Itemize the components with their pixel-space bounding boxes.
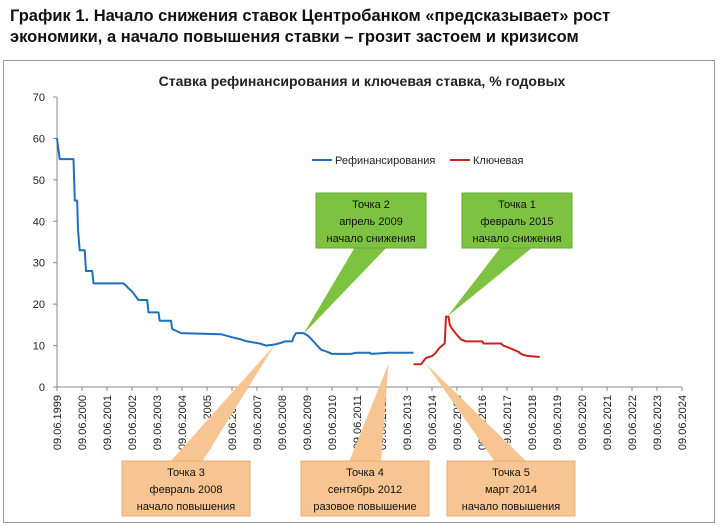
callout-box bbox=[446, 460, 576, 517]
callout-text: март 2014 bbox=[485, 484, 537, 496]
callout-text: сентябрь 2012 bbox=[328, 484, 402, 496]
callout-text: начало снижения bbox=[473, 233, 562, 245]
chart-title: Ставка рефинансирования и ключевая ставк… bbox=[159, 73, 566, 89]
legend-label: Рефинансирования bbox=[335, 155, 435, 167]
callout-point-1: Точка 1 февраль 2015 начало снижения bbox=[447, 192, 573, 317]
callout-text: февраль 2008 bbox=[150, 484, 223, 496]
legend-label: Ключевая bbox=[473, 155, 524, 167]
x-tick-label: 09.06.2009 bbox=[302, 395, 314, 450]
callout-point-2: Точка 2 апрель 2009 начало снижения bbox=[303, 192, 427, 334]
callout-point-5: Точка 5 март 2014 начало повышения bbox=[426, 363, 576, 517]
callout-point-4: Точка 4 сентябрь 2012 разовое повышение bbox=[300, 363, 430, 517]
callout-box bbox=[300, 460, 430, 517]
x-tick-label: 09.06.2008 bbox=[277, 395, 289, 450]
x-tick-label: 09.06.2010 bbox=[327, 395, 339, 450]
x-tick-label: 09.06.2013 bbox=[402, 395, 414, 450]
callout-text: Точка 2 bbox=[352, 199, 390, 211]
callout-pointer bbox=[170, 344, 275, 462]
callout-pointer bbox=[349, 363, 389, 462]
callout-text: начало повышения bbox=[462, 501, 561, 513]
callout-text: Точка 1 bbox=[498, 199, 536, 211]
callout-pointer bbox=[447, 247, 533, 317]
y-tick-label: 30 bbox=[33, 258, 45, 270]
y-tick-label: 0 bbox=[39, 382, 45, 394]
callout-box bbox=[121, 460, 251, 517]
callout-text: Точка 4 bbox=[346, 467, 384, 479]
x-tick-label: 09.06.2003 bbox=[152, 395, 164, 450]
x-tick-label: 09.06.2020 bbox=[577, 395, 589, 450]
y-tick-label: 70 bbox=[33, 92, 45, 104]
callout-pointer bbox=[303, 247, 387, 334]
callout-point-3: Точка 3 февраль 2008 начало повышения bbox=[121, 344, 275, 517]
x-tick-label: 09.06.1999 bbox=[52, 395, 64, 450]
x-tick-label: 09.06.2018 bbox=[527, 395, 539, 450]
x-tick-label: 09.06.2007 bbox=[252, 395, 264, 450]
x-tick-label: 09.06.2022 bbox=[627, 395, 639, 450]
callout-text: разовое повышение bbox=[313, 501, 416, 513]
heading-line-2: экономики, а начало повышения ставки – г… bbox=[10, 28, 579, 46]
callout-text: февраль 2015 bbox=[481, 216, 554, 228]
y-tick-label: 10 bbox=[33, 341, 45, 353]
x-tick-label: 09.06.2017 bbox=[502, 395, 514, 450]
heading-line-1: График 1. Начало снижения ставок Центроб… bbox=[10, 7, 611, 25]
x-tick-label: 09.06.2004 bbox=[177, 395, 189, 450]
y-tick-label: 40 bbox=[33, 216, 45, 228]
x-tick-label: 09.06.2014 bbox=[427, 395, 439, 450]
callout-text: начало снижения bbox=[327, 233, 416, 245]
x-tick-label: 09.06.2021 bbox=[602, 395, 614, 450]
series-line-key-rate bbox=[413, 315, 540, 366]
series-line-refinancing bbox=[56, 138, 414, 355]
x-tick-label: 09.06.2001 bbox=[102, 395, 114, 450]
x-tick-label: 09.06.2024 bbox=[677, 395, 689, 450]
y-tick-label: 20 bbox=[33, 299, 45, 311]
callout-box bbox=[461, 192, 573, 249]
x-tick-label: 09.06.2023 bbox=[652, 395, 664, 450]
callout-text: Точка 3 bbox=[167, 467, 205, 479]
callout-box bbox=[315, 192, 427, 249]
callout-text: Точка 5 bbox=[492, 467, 530, 479]
y-tick-label: 50 bbox=[33, 175, 45, 187]
callout-text: начало повышения bbox=[137, 501, 236, 513]
x-tick-label: 09.06.2000 bbox=[77, 395, 89, 450]
figure-heading: График 1. Начало снижения ставок Центроб… bbox=[10, 6, 715, 48]
callout-text: апрель 2009 bbox=[339, 216, 403, 228]
x-tick-label: 09.06.2019 bbox=[552, 395, 564, 450]
x-tick-label: 09.06.2002 bbox=[127, 395, 139, 450]
callout-pointer bbox=[426, 363, 527, 462]
y-tick-label: 60 bbox=[33, 133, 45, 145]
